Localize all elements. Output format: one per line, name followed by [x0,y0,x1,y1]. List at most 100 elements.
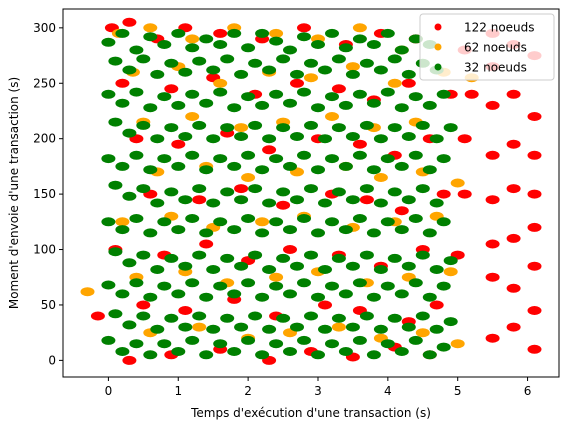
point-series-2-60 [269,89,284,99]
point-series-2-270 [422,350,437,360]
y-tick-label-100: 100 [33,243,56,257]
point-series-2-120 [408,150,423,160]
point-series-2-222 [108,309,123,319]
point-series-0-48 [318,300,332,310]
point-series-0-4 [213,28,228,38]
point-series-0-84 [527,222,542,232]
point-series-2-214 [338,289,353,299]
point-series-2-79 [192,120,207,130]
point-series-2-117 [366,165,381,175]
point-series-0-85 [527,261,542,271]
point-series-2-62 [297,87,311,97]
point-series-2-97 [443,123,458,133]
point-series-2-253 [185,335,200,345]
point-series-1-54 [450,339,465,349]
point-series-0-83 [527,189,542,199]
point-series-2-243 [401,322,416,332]
point-series-2-33 [234,69,249,79]
point-series-0-77 [506,233,521,243]
point-series-1-6 [352,23,367,33]
point-series-2-178 [192,250,207,260]
point-series-2-43 [373,65,388,75]
point-series-2-93 [387,123,402,133]
point-series-2-37 [290,69,304,79]
point-series-2-102 [157,154,172,164]
point-series-2-158 [255,228,270,238]
point-series-0-62 [457,189,472,199]
point-series-2-164 [338,225,353,235]
point-series-2-89 [331,123,346,133]
point-series-0-37 [199,239,214,249]
point-series-2-149 [129,214,144,223]
point-series-2-255 [213,339,228,349]
point-series-2-113 [311,165,325,175]
point-series-2-150 [143,228,158,238]
point-series-1-53 [415,328,430,338]
point-series-2-194 [415,250,430,260]
point-series-2-127 [164,187,179,197]
point-series-2-19 [366,40,381,49]
point-series-2-78 [178,132,193,141]
point-series-2-77 [164,123,179,133]
point-series-2-154 [199,228,214,238]
y-tick-label-200: 200 [33,132,56,146]
point-series-2-71 [422,100,437,110]
point-series-2-258 [255,350,270,360]
point-series-0-60 [90,311,105,321]
point-series-2-195 [429,265,444,274]
point-series-2-73 [108,117,123,127]
point-series-2-12 [269,36,284,46]
point-series-2-184 [276,253,291,263]
legend-marker-2 [434,63,442,71]
point-series-2-36 [276,54,291,64]
point-series-2-227 [178,322,193,332]
point-series-2-83 [248,120,263,130]
point-series-2-76 [150,134,165,144]
point-series-2-236 [304,311,318,321]
point-series-2-242 [387,313,402,323]
y-tick-label-250: 250 [33,76,56,90]
point-series-0-11 [164,84,179,94]
point-series-2-185 [290,261,304,271]
point-series-2-251 [157,339,172,349]
ticks-layer: 0 1 2 3 4 5 6 0 50 100 150 200 250 300 [33,21,531,398]
y-tick-label-300: 300 [33,21,56,35]
point-series-2-14 [297,32,311,42]
point-series-2-101 [143,165,158,175]
point-series-0-78 [506,283,521,293]
point-series-1-25 [241,173,256,182]
point-series-2-175 [150,265,165,274]
point-series-2-32 [220,54,235,64]
point-series-0-51 [429,300,444,310]
point-series-2-219 [408,278,423,288]
point-series-2-148 [115,225,130,235]
point-series-2-209 [269,281,284,291]
point-series-2-152 [171,225,186,235]
point-series-2-177 [178,261,193,271]
point-series-0-34 [436,189,451,199]
point-series-2-204 [199,292,214,302]
point-series-2-254 [199,350,214,360]
point-series-2-202 [171,289,186,299]
point-series-2-85 [276,123,291,133]
legend: 122 noeuds 62 noeuds 32 noeuds [419,13,555,81]
point-series-2-68 [380,87,395,97]
point-series-2-218 [394,289,409,299]
point-series-2-100 [129,150,144,160]
point-series-2-24 [108,56,123,66]
point-series-0-87 [527,344,542,354]
point-series-2-203 [185,278,200,288]
point-series-2-135 [276,187,291,197]
point-series-2-65 [338,100,353,110]
point-series-2-26 [136,54,151,64]
point-series-2-123 [108,180,123,190]
point-series-2-249 [129,339,144,349]
point-series-2-95 [415,120,430,130]
point-series-2-147 [101,217,116,227]
point-series-0-71 [485,272,500,282]
point-series-2-240 [359,311,374,321]
point-series-2-252 [171,347,186,356]
point-series-2-57 [227,103,242,113]
point-series-2-128 [178,195,193,205]
point-series-2-18 [352,34,367,44]
